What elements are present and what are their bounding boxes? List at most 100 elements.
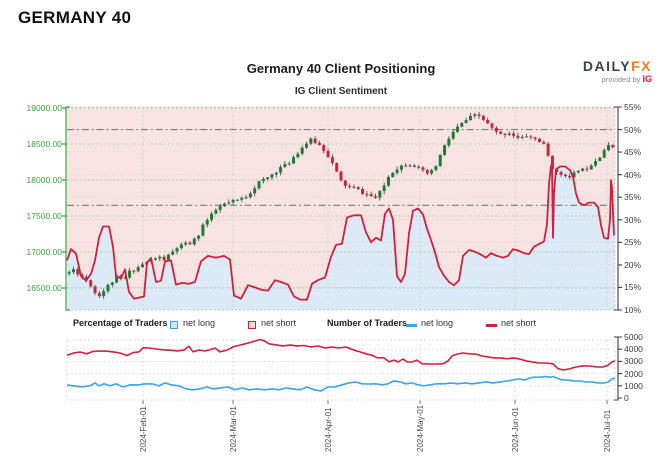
candle <box>546 142 550 157</box>
percent-axis-bracket <box>614 106 622 311</box>
candle-body <box>71 269 75 273</box>
candle-body <box>141 264 145 268</box>
candle <box>335 162 339 173</box>
candle <box>188 240 192 245</box>
percent-axis-label: 35% <box>624 192 642 203</box>
candle <box>477 111 481 119</box>
candle-body <box>175 248 179 252</box>
legend-net-short-percent-label: net short <box>261 318 297 328</box>
candle <box>421 166 425 173</box>
provided-by-text: provided by <box>601 75 641 85</box>
percent-axis-label: 30% <box>624 214 642 225</box>
candle <box>266 176 270 181</box>
candle-body <box>253 188 257 194</box>
price-axis-label: 17000.00 <box>26 246 62 257</box>
lower-plot-border <box>66 339 616 401</box>
candle <box>231 198 235 205</box>
candle-body <box>404 165 408 167</box>
net-short-line-swatch <box>486 324 497 327</box>
candlesticks <box>67 111 615 299</box>
candle <box>503 133 507 138</box>
candle-body <box>520 136 524 138</box>
candle-body <box>292 157 296 164</box>
candle <box>391 172 395 178</box>
candle <box>481 114 485 122</box>
count-axis-label: 5000 <box>624 332 643 342</box>
candle <box>205 217 209 228</box>
candle <box>607 142 611 152</box>
candle-body <box>572 172 576 178</box>
candle-body <box>352 186 356 188</box>
count-axis-label: 2000 <box>624 368 643 379</box>
candle-body <box>132 270 136 272</box>
candle <box>227 199 231 205</box>
candle-body <box>607 145 611 151</box>
candle <box>395 166 399 175</box>
candle <box>76 267 80 277</box>
candle <box>235 199 239 202</box>
candle-body <box>343 180 347 186</box>
candle <box>365 191 369 198</box>
candle-body <box>581 168 585 171</box>
price-axis-label: 17500.00 <box>26 210 62 221</box>
candle <box>443 144 447 156</box>
candle-body <box>382 185 386 192</box>
candle <box>110 281 114 288</box>
candle-body <box>97 293 101 297</box>
price-axis-label: 18000.00 <box>26 174 62 185</box>
candle <box>602 148 606 159</box>
candle <box>153 257 157 261</box>
legend-net-long-percent-label: net long <box>183 318 216 328</box>
candle-body <box>240 197 244 200</box>
candle-body <box>188 242 192 245</box>
legend-percentage-of-traders-label: Percentage of Traders <box>73 318 168 328</box>
candle-body <box>460 122 464 127</box>
candle-body <box>374 196 378 198</box>
candle <box>352 184 356 189</box>
candle-body <box>494 127 498 132</box>
provided-by-line: provided by IG <box>583 74 652 85</box>
candle-body <box>417 166 421 168</box>
candle <box>516 132 520 140</box>
candle-body <box>76 269 80 275</box>
candle-body <box>110 282 114 285</box>
candle-body <box>296 153 300 158</box>
candle-body <box>537 138 541 142</box>
candle <box>253 185 257 197</box>
candle <box>589 164 593 170</box>
candle <box>563 173 567 178</box>
candle-body <box>412 165 416 167</box>
candle-body <box>525 136 529 138</box>
candle-body <box>438 154 442 167</box>
candle-body <box>136 267 140 272</box>
candle-body <box>546 143 550 156</box>
candle-body <box>339 171 343 181</box>
net-short-percent-swatch <box>248 321 256 329</box>
candle <box>581 167 585 172</box>
candle <box>326 148 330 159</box>
candle-body <box>598 157 602 161</box>
date-axis-label: 2024-May-01 <box>416 404 425 452</box>
candle-body <box>205 220 209 225</box>
candle-body <box>589 165 593 170</box>
candle <box>292 155 296 165</box>
candle-body <box>542 141 546 144</box>
candle-body <box>270 174 274 178</box>
candle <box>494 126 498 135</box>
candle <box>456 123 460 134</box>
candle-body <box>473 114 477 116</box>
candle <box>317 140 321 146</box>
candle-body <box>184 242 188 245</box>
candle <box>71 266 75 275</box>
candle-body <box>468 115 472 121</box>
candle-body <box>309 138 313 144</box>
candle-body <box>89 280 93 287</box>
candle <box>244 194 248 200</box>
candle <box>257 180 261 190</box>
candle-body <box>348 185 352 187</box>
candle <box>417 164 421 170</box>
candle-body <box>559 172 563 175</box>
dailyfx-daily-text: DAILY <box>582 58 632 74</box>
candle-body <box>153 258 157 261</box>
